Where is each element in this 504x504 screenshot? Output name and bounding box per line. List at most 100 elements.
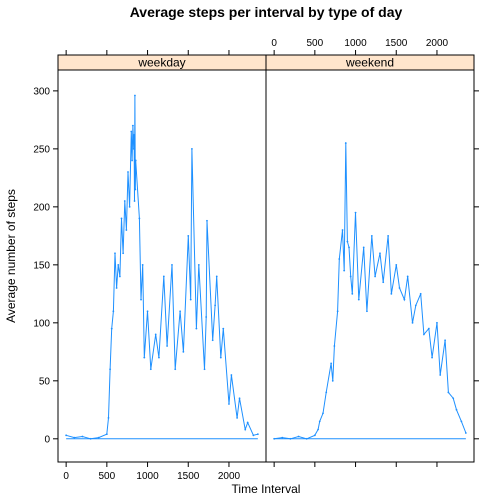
chart-title: Average steps per interval by type of da… [130,4,403,20]
data-point [105,433,108,436]
data-point [406,275,409,278]
data-point [395,263,398,266]
x-tick-label-top: 0 [271,38,277,49]
data-point [346,240,349,243]
data-point [133,200,136,202]
data-point [436,321,438,324]
data-point [214,304,217,307]
data-point [110,327,113,330]
data-point [366,310,368,313]
data-point [289,437,292,440]
data-point [81,435,84,438]
data-point [131,124,134,127]
data-point [143,356,146,359]
y-axis-label: Average number of steps [4,189,18,323]
data-point [118,275,121,278]
x-tick-label-bottom: 0 [63,471,69,482]
data-point [123,200,126,202]
data-point [439,374,442,376]
data-point [154,333,157,336]
panels-layer: weekday weekend [57,54,475,463]
data-point [447,391,450,394]
data-point [344,142,347,144]
data-point [348,246,350,249]
data-point [65,434,68,437]
data-point [179,310,182,313]
axes-layer: 0 50 100 150 200 250 300 0 0 500 500 1000 1000 1500 15… [33,38,479,482]
data-point [134,159,137,162]
data-point [343,269,346,272]
data-point [455,408,458,411]
data-point [331,379,334,382]
panel-strip-label: weekend [345,56,394,70]
data-point [374,275,376,278]
panel-strip-label: weekday [137,56,185,70]
y-tick-label: 200 [33,202,50,213]
data-point [138,217,141,220]
data-point [414,304,417,307]
data-point [322,412,324,415]
data-point [452,397,455,400]
x-tick-label-top: 1000 [344,38,367,49]
data-point [128,205,131,208]
data-point [206,219,208,222]
data-point [244,428,247,431]
data-point [205,316,208,318]
data-point [317,428,320,431]
data-point [203,368,206,371]
data-point [171,263,173,266]
data-point [222,327,225,330]
data-point [219,356,222,359]
data-point [390,292,393,295]
data-point [379,252,381,255]
data-point [112,310,115,313]
data-point [354,211,357,214]
data-point [238,397,241,400]
data-point [134,188,137,191]
data-point [403,298,406,301]
data-point [318,420,321,423]
data-point [460,420,463,423]
data-point [281,436,284,439]
data-point [191,147,193,150]
data-point [330,362,333,365]
x-tick-label-bottom: 1500 [177,471,200,482]
data-point [297,435,300,438]
data-point [117,263,120,266]
series-line-weekday [65,95,259,440]
data-point [162,275,165,278]
data-point [133,134,136,136]
data-point [411,321,414,324]
x-tick-label-top: 500 [307,38,324,49]
data-point [230,374,233,376]
data-point [107,417,110,419]
data-point [146,310,149,313]
data-point [125,229,128,231]
series-line-weekend [274,143,467,440]
data-point [336,310,339,313]
data-point [431,356,433,359]
data-point [357,298,360,301]
data-point [252,434,255,437]
data-point [131,159,133,162]
data-point [228,403,230,405]
data-point [333,345,336,347]
data-point [246,421,249,424]
data-point [122,252,125,255]
y-tick-label: 250 [33,144,50,155]
data-point [132,147,135,150]
data-point [215,275,218,278]
data-point [382,281,385,284]
data-point [398,287,401,289]
data-point [127,171,129,173]
data-point [305,437,308,440]
data-point [362,246,365,249]
data-point [115,287,118,289]
y-tick-label: 300 [33,86,50,97]
x-tick-label-bottom: 500 [99,471,116,482]
data-point [97,436,100,439]
data-point [419,292,422,295]
data-point [387,234,390,237]
data-point [273,437,276,440]
